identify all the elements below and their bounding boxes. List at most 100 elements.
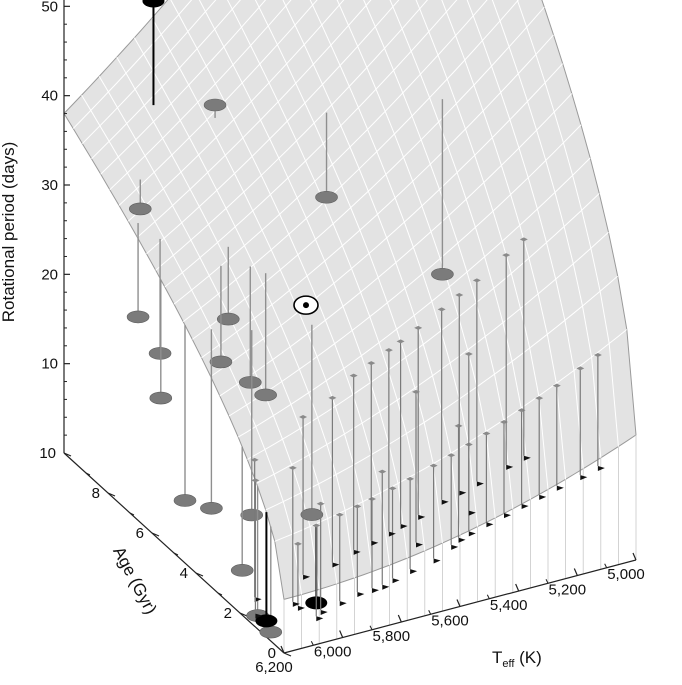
- data-point-marker: [486, 522, 494, 528]
- surface-grid-line: [116, 56, 338, 584]
- data-point-marker: [506, 464, 514, 470]
- surface-grid-line: [72, 0, 193, 129]
- teff-tick: [456, 599, 461, 607]
- data-point-marker: [148, 347, 172, 360]
- data-point-base: [316, 501, 325, 506]
- data-point-marker: [292, 601, 300, 607]
- data-point-flag: [482, 431, 494, 528]
- data-point-flag: [552, 383, 564, 491]
- data-point-base: [353, 504, 362, 509]
- surface-grid-line: [151, 17, 373, 572]
- teff-minor-tick: [486, 594, 490, 599]
- data-point-base: [593, 353, 602, 358]
- data-point-marker: [556, 485, 564, 491]
- data-point-base: [552, 383, 561, 388]
- data-point-base: [251, 478, 260, 483]
- data-point-marker: [353, 549, 361, 555]
- data-point-gray-ellipse: [209, 265, 233, 369]
- age-tick-label: 2: [224, 605, 232, 622]
- data-point-marker: [230, 564, 254, 577]
- data-point-sun: [293, 295, 319, 315]
- data-point-marker: [468, 510, 476, 516]
- data-point-marker: [316, 616, 324, 622]
- teff-tick-label: 5,000: [607, 566, 645, 583]
- data-point-marker: [410, 569, 418, 575]
- teff-tick-label: 5,400: [490, 597, 528, 614]
- data-point-gray-ellipse: [126, 223, 150, 324]
- data-point-flag: [472, 278, 484, 487]
- data-point-flag: [293, 541, 305, 611]
- sun-marker-dot: [303, 302, 309, 309]
- period-tick-label: 10: [41, 356, 58, 373]
- data-point-marker: [504, 513, 511, 519]
- age-tick-label: 8: [92, 485, 100, 502]
- data-point-base: [454, 423, 463, 428]
- data-point-marker: [173, 494, 197, 507]
- data-point-marker: [128, 202, 152, 216]
- teff-tick-label: 5,200: [549, 582, 587, 599]
- data-point-marker: [216, 312, 240, 326]
- data-point-marker: [357, 592, 365, 598]
- data-point-marker: [372, 588, 379, 594]
- data-point-marker: [203, 98, 227, 112]
- data-point-marker: [339, 601, 347, 607]
- surface-grid-line: [491, 0, 602, 458]
- data-point-flag: [429, 463, 441, 564]
- surface-grid-line: [81, 94, 303, 595]
- age-minor-tick: [129, 512, 135, 516]
- surface-grid-line: [198, 0, 408, 559]
- data-point-flag: [396, 339, 408, 530]
- data-point-gray-ellipse: [254, 273, 277, 402]
- age-tick: [151, 532, 160, 537]
- data-point-base: [293, 541, 302, 546]
- data-point-marker: [371, 540, 379, 546]
- period-tick-label: 20: [41, 266, 58, 283]
- data-point-base: [447, 453, 456, 458]
- data-point-marker: [315, 190, 338, 204]
- surface-grid-line: [441, 0, 567, 480]
- data-point-gray-ellipse: [203, 98, 227, 118]
- data-point-base: [535, 396, 544, 401]
- data-point-flag: [455, 293, 467, 496]
- data-point-marker: [303, 574, 311, 580]
- data-point-base: [328, 395, 337, 400]
- data-point-base: [349, 373, 358, 378]
- age-tick: [283, 652, 292, 657]
- data-point-flag: [502, 253, 514, 470]
- data-point-base: [312, 523, 321, 528]
- teff-tick-label: 5,800: [373, 628, 411, 645]
- data-point-base: [335, 512, 344, 517]
- data-point-marker: [468, 531, 476, 537]
- data-point-base: [414, 325, 423, 330]
- data-point-marker: [300, 508, 324, 521]
- data-point-marker: [400, 524, 408, 530]
- age-tick: [239, 612, 248, 617]
- data-point-base: [519, 237, 528, 242]
- data-point-flag: [593, 353, 605, 471]
- data-point-gray-ellipse: [238, 266, 262, 389]
- data-point-flag: [312, 523, 324, 622]
- teff-tick-label: 6,200: [255, 659, 293, 676]
- data-point-base: [412, 389, 420, 394]
- data-point-flag: [447, 453, 459, 550]
- data-point-flag: [328, 395, 340, 568]
- surface-grid-line: [100, 0, 267, 175]
- teff-tick: [515, 583, 520, 592]
- age-tick-label: 10: [39, 445, 56, 462]
- data-point-flag: [299, 414, 311, 580]
- teff-tick: [397, 614, 402, 623]
- data-point-marker: [539, 494, 547, 500]
- teff-tick: [632, 552, 637, 561]
- model-surface: [63, 0, 637, 653]
- data-point-flag: [378, 469, 390, 590]
- data-point-marker: [418, 514, 426, 520]
- data-point-marker: [255, 613, 263, 619]
- data-point-gray-ellipse: [300, 324, 324, 521]
- teff-minor-tick: [604, 563, 608, 568]
- data-point-gray-ellipse: [148, 238, 172, 360]
- surface-grid-line: [133, 37, 355, 578]
- data-point-base: [368, 497, 376, 502]
- teff-tick: [280, 645, 285, 654]
- teff-tick: [573, 568, 578, 576]
- teff-tick-label: 6,000: [314, 644, 352, 661]
